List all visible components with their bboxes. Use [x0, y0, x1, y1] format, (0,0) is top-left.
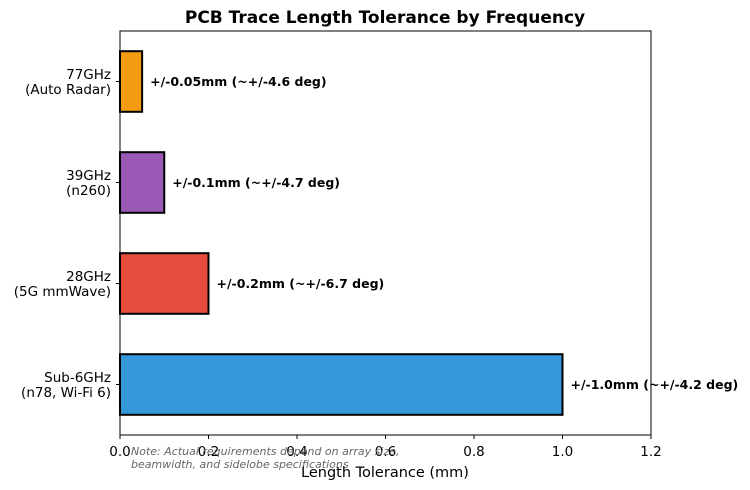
x-tick-label: 0.4	[286, 444, 307, 460]
annotation-group: Note: Actual requirements depend on arra…	[131, 445, 400, 471]
x-axis-label: Length Tolerance (mm)	[301, 465, 469, 481]
bars-group	[119, 50, 564, 416]
y-category-label: (5G mmWave)	[14, 284, 111, 300]
x-tick-label: 0.8	[463, 444, 484, 460]
y-category-label: 39GHz	[66, 168, 111, 184]
bar-labels-group: +/-1.0mm (~+/-4.2 deg) +/-0.2mm (~+/-6.7 …	[150, 74, 738, 392]
bar	[119, 252, 210, 315]
x-tick-label: 1.0	[552, 444, 573, 460]
x-tick-label: 0.6	[375, 444, 396, 460]
bar-value-label: +/-1.0mm (~+/-4.2 deg)	[571, 377, 739, 392]
y-category-label: (n260)	[66, 183, 111, 199]
x-tick-label: 0.0	[109, 444, 130, 460]
x-tick-label: 1.2	[640, 444, 661, 460]
chart-title: PCB Trace Length Tolerance by Frequency	[185, 8, 585, 28]
y-categories-group: Sub-6GHz(n78, Wi-Fi 6) 28GHz(5G mmWave) 39…	[14, 67, 120, 401]
bar-value-label: +/-0.2mm (~+/-6.7 deg)	[217, 276, 385, 291]
x-ticks-group: 0.0 0.2 0.4 0.6 0.8 1.0 1.2	[109, 435, 662, 460]
bar	[119, 353, 564, 416]
y-category-label: 77GHz	[66, 67, 111, 83]
y-category-label: (n78, Wi-Fi 6)	[21, 385, 111, 401]
bar-value-label: +/-0.05mm (~+/-4.6 deg)	[150, 74, 326, 89]
y-category-label: Sub-6GHz	[44, 370, 111, 386]
y-category-label: (Auto Radar)	[25, 82, 111, 98]
annotation-line: beamwidth, and sidelobe specifications	[131, 458, 349, 471]
x-tick-label: 0.2	[198, 444, 219, 460]
annotation-line: Note: Actual requirements depend on arra…	[131, 445, 400, 458]
y-category-label: 28GHz	[66, 269, 111, 285]
bar	[119, 151, 166, 214]
bar	[119, 50, 144, 113]
bar-value-label: +/-0.1mm (~+/-4.7 deg)	[172, 175, 340, 190]
